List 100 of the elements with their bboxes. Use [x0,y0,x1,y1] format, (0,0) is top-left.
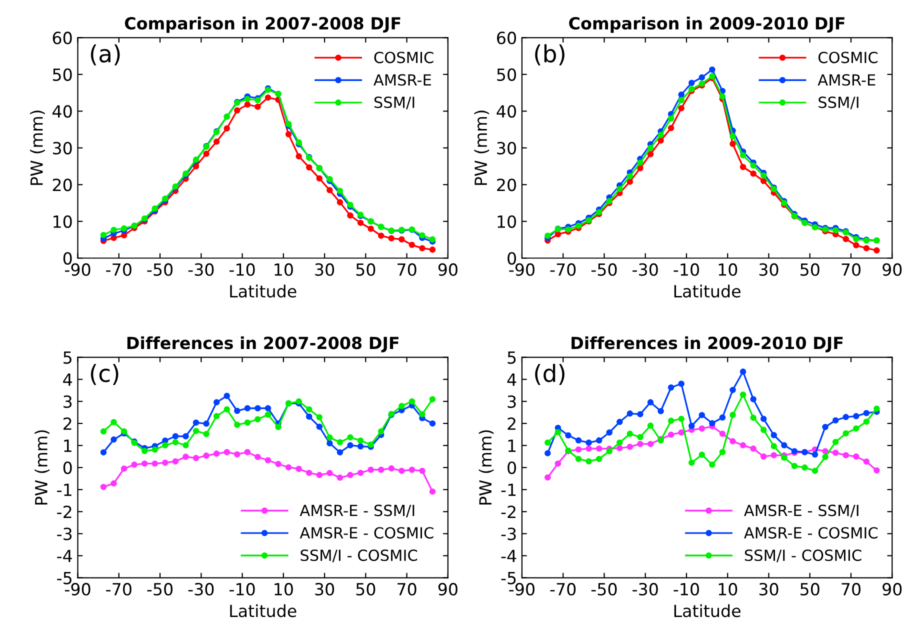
y-tick-label: 1 [508,440,516,452]
y-tick-label: 2 [64,417,72,430]
y-tick-label: -4 [501,550,516,562]
legend-label: COSMIC [818,52,878,64]
x-tick-label: 90 [438,263,458,276]
x-tick-label: -30 [188,263,214,276]
x-tick-label: -10 [229,582,255,596]
x-tick-label: 50 [356,263,376,276]
x-axis-title: Latitude [230,604,296,618]
x-tick-label: 10 [274,582,293,596]
y-axis-title: PW (mm) [34,430,50,505]
x-tick-label: 90 [882,263,902,276]
y-tick-label: 3 [508,395,516,408]
y-tick-label: -2 [57,506,72,518]
x-axis-title: Latitude [674,604,740,618]
annotation: (c) [90,364,118,385]
y-tick-label: 30 [497,142,516,154]
x-tick-label: -70 [550,263,576,276]
y-tick-label: 20 [52,178,72,192]
x-tick-label: -30 [188,582,214,596]
x-tick-label: -50 [591,582,617,596]
x-tick-label: -50 [147,263,173,276]
x-tick-label: 90 [882,582,902,596]
y-tick-label: 2 [508,417,516,430]
y-tick-label: 4 [63,374,72,386]
x-tick-label: 70 [398,582,416,596]
x-tick-label: 50 [800,582,820,596]
x-tick-label: 10 [274,263,293,276]
y-tick-label: -5 [501,572,516,584]
y-tick-label: 0 [508,252,516,265]
x-tick-label: 30 [315,263,334,276]
x-tick-label: -90 [64,582,90,596]
x-tick-label: 70 [842,263,860,276]
y-tick-label: 5 [508,352,516,364]
y-tick-label: 40 [52,105,72,118]
x-axis-title: Latitude [674,284,740,298]
y-tick-label: -5 [57,572,72,584]
x-axis-title: Latitude [230,284,296,298]
y-tick-label: -1 [57,484,72,496]
y-tick-label: 1 [64,440,72,452]
x-tick-label: -90 [64,263,90,276]
x-tick-label: 70 [398,263,416,276]
legend-label: AMSR-E - SSM/I [300,504,414,518]
x-tick-label: 30 [759,263,778,276]
x-tick-label: -10 [674,582,699,596]
chart-title: Differences in 2009-2010 DJF [572,336,843,352]
x-tick-label: 30 [315,582,334,596]
x-tick-label: -70 [106,582,132,596]
y-tick-label: 0 [508,462,516,474]
x-tick-label: -30 [632,263,658,276]
annotation: (b) [535,44,564,66]
y-tick-label: 10 [498,215,516,228]
y-tick-label: 50 [497,68,516,81]
y-tick-label: 0 [63,252,72,265]
x-tick-label: -50 [147,582,173,596]
chart-title: Comparison in 2009-2010 DJF [569,16,844,33]
x-tick-label: -70 [106,263,132,276]
x-tick-label: 50 [800,263,820,276]
y-axis-title: PW (mm) [30,110,45,185]
annotation: (d) [535,364,564,385]
x-tick-label: 30 [759,582,778,596]
y-axis-title: PW (mm) [478,430,494,505]
y-tick-label: -3 [501,528,516,540]
chart-title: Comparison in 2007-2008 DJF [124,16,400,33]
x-tick-label: -10 [674,263,699,276]
y-tick-label: 30 [52,142,72,154]
y-axis-title: PW (mm) [474,110,490,185]
legend-label: AMSR-E - COSMIC [300,527,434,539]
y-tick-label: -2 [501,506,516,518]
legend-label: AMSR-E - SSM/I [744,504,858,518]
x-tick-label: -90 [509,582,534,596]
legend-label: AMSR-E [374,74,431,86]
y-tick-label: 40 [496,105,516,118]
chart-title: Differences in 2007-2008 DJF [127,336,398,352]
y-tick-label: 10 [54,215,72,228]
x-tick-label: -10 [229,263,255,276]
x-tick-label: -50 [591,263,617,276]
y-tick-label: 3 [64,395,72,408]
legend-label: AMSR-E [818,74,876,86]
y-tick-label: -3 [57,528,72,540]
y-tick-label: 60 [497,32,516,44]
x-tick-label: -30 [632,582,658,596]
y-tick-label: 60 [52,32,72,44]
y-tick-label: 20 [497,178,516,192]
legend-label: COSMIC [374,52,434,64]
x-tick-label: -70 [550,582,576,596]
legend-label: SSM/I - COSMIC [744,549,862,562]
y-tick-label: -4 [57,550,72,562]
x-tick-label: -90 [509,263,534,276]
legend-label: SSM/I [374,96,414,110]
legend-label: AMSR-E - COSMIC [744,527,878,539]
x-tick-label: 70 [842,582,860,596]
y-tick-label: 50 [52,68,72,81]
y-tick-label: 5 [64,352,72,364]
y-tick-label: 0 [63,462,72,474]
x-tick-label: 10 [718,582,738,596]
y-tick-label: -1 [501,484,516,496]
legend-label: SSM/I [818,96,858,110]
x-tick-label: 90 [438,582,458,596]
legend-label: SSM/I - COSMIC [300,549,418,562]
